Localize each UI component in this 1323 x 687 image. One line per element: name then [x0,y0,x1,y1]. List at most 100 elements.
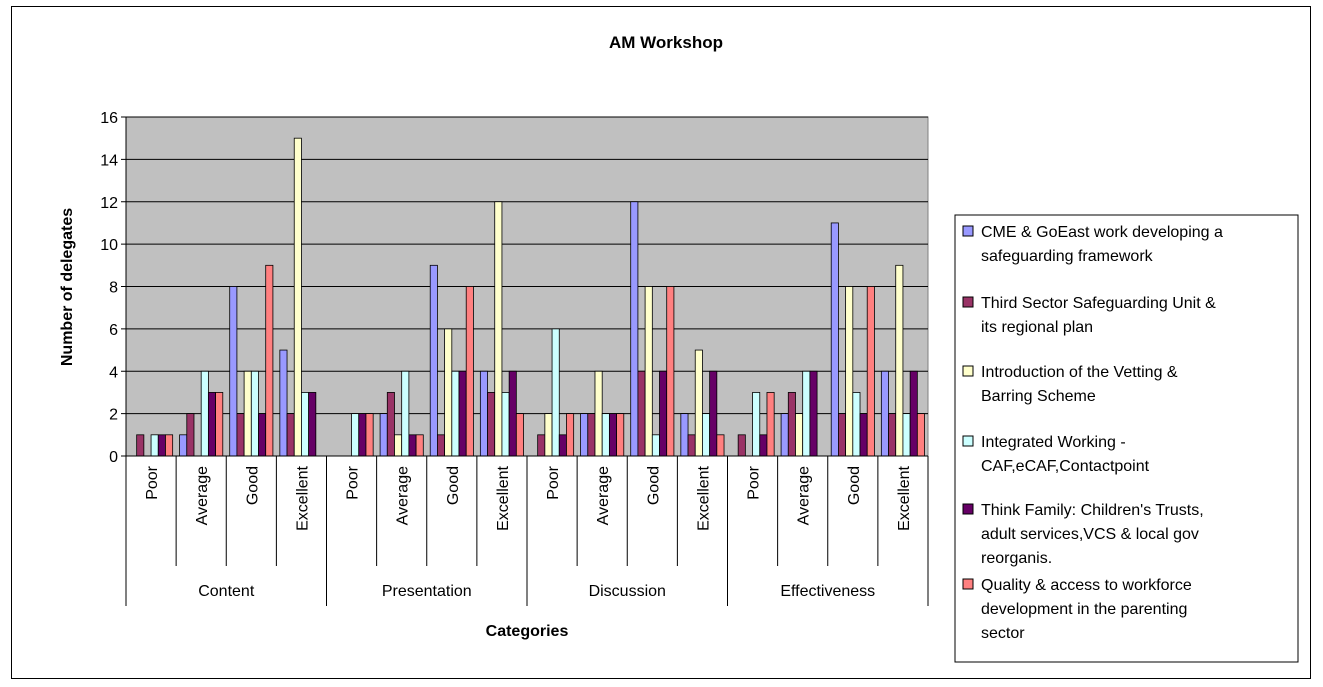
legend-label: Think Family: Children's Trusts, adult se… [981,502,1204,567]
bar [909,370,918,457]
legend-swatch [962,503,974,515]
bar [551,328,560,457]
bar [515,413,524,457]
x-tick-label: Average [395,466,412,525]
bar [902,413,911,457]
bar [150,434,159,457]
bar [895,264,904,457]
bar [479,370,488,457]
bar [301,392,310,457]
bar [616,413,625,457]
bar [795,413,804,457]
bar [487,392,496,457]
bar [580,413,589,457]
bar [358,413,367,457]
bar [659,370,668,457]
y-tick-label: 10 [100,237,118,254]
bar [737,434,746,457]
bar [594,370,603,457]
y-tick-label: 12 [100,195,118,212]
y-tick-label: 2 [109,407,118,424]
bar [566,413,575,457]
bar [351,413,360,457]
bar [687,434,696,457]
x-tick-label: Excellent [896,465,913,530]
bar [716,434,725,457]
group-label: Discussion [589,583,666,600]
bar [558,434,567,457]
bar [766,392,775,457]
bar [465,286,474,457]
bar [501,392,510,457]
bar [694,349,703,457]
bar [215,392,224,457]
x-tick-label: Average [796,466,813,525]
x-tick-label: Good [645,466,662,505]
bar [308,392,317,457]
legend-label: Introduction of the Vetting & Barring Sch… [981,364,1178,405]
y-tick-label: 8 [109,280,118,297]
x-axis-title: Categories [486,623,569,640]
y-tick-label: 6 [109,322,118,339]
y-tick-label: 4 [109,364,118,381]
bar [780,413,789,457]
bar [888,413,897,457]
x-tick-label: Good [244,466,261,505]
bar [859,413,868,457]
bar [401,370,410,457]
bar [415,434,424,457]
x-tick-label: Average [595,466,612,525]
x-tick-label: Poor [746,465,763,499]
bar [243,370,252,457]
bar [651,434,660,457]
bar [286,413,295,457]
bar [200,370,209,457]
group-label: Presentation [382,583,472,600]
bar [437,434,446,457]
bar [279,349,288,457]
bar [838,413,847,457]
bar [709,370,718,457]
bar [752,392,761,457]
y-axis-title: Number of delegates [59,208,76,366]
bar [207,392,216,457]
bar [809,370,818,457]
bar [644,286,653,457]
bar [379,413,388,457]
bar [165,434,174,457]
bar [394,434,403,457]
x-tick-label: Excellent [495,465,512,530]
chart-title: AM Workshop [609,33,723,52]
bar [179,434,188,457]
bar [845,286,854,457]
x-tick-label: Poor [345,465,362,499]
bar [250,370,259,457]
legend-label: Quality & access to workforce development… [981,577,1192,642]
bar [830,222,839,457]
group-label: Effectiveness [780,583,875,600]
x-tick-label: Average [194,466,211,525]
bar [236,413,245,457]
bar [666,286,675,457]
x-tick-label: Poor [144,465,161,499]
bar [258,413,267,457]
bar [293,137,302,457]
bar [608,413,617,457]
bar [451,370,460,457]
bar [265,264,274,457]
bar [787,392,796,457]
bar [229,286,238,457]
bar [852,392,861,457]
bar [186,413,195,457]
bar [444,328,453,457]
bar [494,201,503,457]
legend-box [954,214,1299,663]
bar [544,413,553,457]
legend-swatch [962,296,974,308]
bar [702,413,711,457]
bar [365,413,374,457]
y-tick-label: 0 [109,449,118,466]
legend-swatch [962,225,974,237]
bar [408,434,417,457]
